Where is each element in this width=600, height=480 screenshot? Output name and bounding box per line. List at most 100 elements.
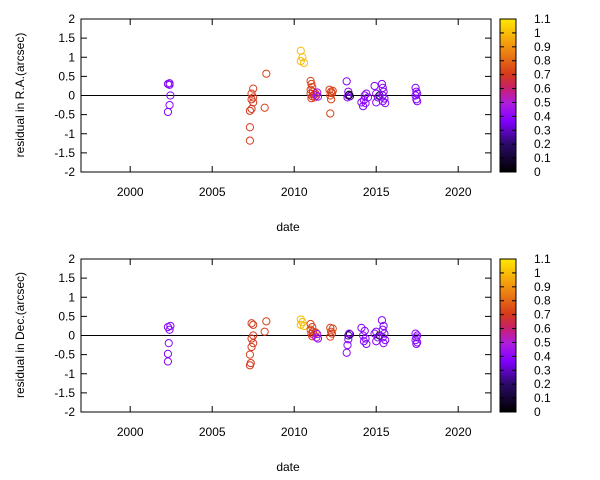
- data-point: [247, 319, 256, 328]
- colorbar-tick-label: 0: [534, 405, 541, 419]
- data-point: [361, 99, 370, 108]
- y-tick-label: 0: [68, 89, 75, 103]
- colorbar-tick-label: 0.8: [534, 294, 551, 308]
- x-tick-label: 2015: [363, 185, 390, 199]
- data-point: [245, 106, 255, 115]
- colorbar-tick-label: 0.4: [534, 109, 551, 123]
- data-point: [343, 340, 352, 350]
- colorbar-tick-label: 0.9: [534, 40, 551, 54]
- data-point: [370, 81, 379, 91]
- data-point: [249, 331, 258, 340]
- y-tick-label: -2: [64, 165, 75, 179]
- colorbar-tick-label: 0.4: [534, 349, 551, 363]
- x-tick-label: 2020: [445, 425, 472, 439]
- data-point: [308, 332, 317, 341]
- y-tick-label: -1: [64, 127, 75, 141]
- data-point: [344, 335, 353, 344]
- data-point: [163, 357, 173, 366]
- colorbar-gradient: [499, 258, 517, 413]
- data-point: [342, 77, 351, 86]
- data-point: [262, 69, 271, 78]
- data-point: [411, 91, 420, 100]
- data-point: [306, 76, 315, 86]
- data-point: [373, 333, 382, 342]
- data-point: [359, 337, 368, 346]
- panel-dec: -2 -1.5 -1 -0.5 0 0.5 1 1.5 2 2000 2005 2010 2015 20…: [13, 252, 551, 474]
- data-point: [249, 320, 258, 329]
- data-point: [411, 329, 420, 338]
- colorbar-tick-label: 1.1: [534, 252, 551, 266]
- colorbar-tick-label: 0.8: [534, 54, 551, 68]
- y-tick-label: 1: [68, 290, 75, 304]
- x-tick-label: 2010: [281, 425, 308, 439]
- data-point: [246, 358, 255, 368]
- y-tick-label: 1: [68, 50, 75, 64]
- data-point: [412, 339, 421, 349]
- data-point: [307, 79, 316, 89]
- data-point: [326, 109, 335, 118]
- x-tick-label: 2000: [117, 185, 144, 199]
- data-point: [262, 317, 271, 326]
- y-tick-label: -1: [64, 367, 75, 381]
- colorbar: 00.10.20.30.40.50.60.70.80.911.1: [499, 252, 551, 419]
- data-point: [313, 334, 323, 343]
- data-point: [413, 338, 422, 347]
- colorbar-tick-label: 0.5: [534, 95, 551, 109]
- y-tick-label: 1.5: [58, 31, 75, 45]
- data-point: [247, 95, 256, 104]
- data-point: [363, 93, 373, 102]
- colorbar-tick-label: 0.2: [534, 377, 551, 391]
- colorbar-tick-label: 0.7: [534, 68, 551, 82]
- colorbar-tick-label: 0.1: [534, 391, 551, 405]
- y-tick-label: -1.5: [54, 146, 75, 160]
- y-tick-label: -0.5: [54, 108, 75, 122]
- data-point: [163, 107, 173, 117]
- data-point: [379, 321, 388, 331]
- y-tick-label: 2: [68, 12, 75, 26]
- data-point: [345, 90, 354, 99]
- y-tick-label: 0: [68, 329, 75, 343]
- x-tick-label: 2010: [281, 185, 308, 199]
- x-axis-label: date: [276, 460, 300, 474]
- y-tick-label: -2: [64, 405, 75, 419]
- data-point: [312, 91, 321, 100]
- colorbar-tick-label: 0.9: [534, 280, 551, 294]
- data-point: [164, 339, 173, 348]
- data-point: [166, 321, 175, 331]
- x-tick-label: 2015: [363, 425, 390, 439]
- y-tick-label: -1.5: [54, 386, 75, 400]
- data-point: [313, 329, 322, 339]
- data-point: [165, 80, 174, 89]
- data-point: [299, 58, 309, 68]
- data-point: [377, 79, 387, 89]
- data-point: [377, 316, 387, 325]
- colorbar-tick-label: 1: [534, 266, 541, 280]
- y-axis-label: residual in R.A.(arcsec): [13, 33, 27, 158]
- colorbar-gradient: [499, 18, 517, 173]
- data-point: [379, 339, 388, 348]
- data-point: [166, 91, 175, 100]
- data-point: [360, 326, 369, 336]
- x-tick-label: 2005: [199, 425, 226, 439]
- data-point: [362, 339, 371, 349]
- data-point: [327, 89, 337, 98]
- data-point: [245, 136, 255, 145]
- colorbar-tick-label: 0.3: [534, 363, 551, 377]
- colorbar-tick-label: 0: [534, 165, 541, 179]
- x-tick-label: 2000: [117, 425, 144, 439]
- x-axis-label: date: [276, 220, 300, 234]
- data-point: [372, 98, 381, 107]
- data-point: [245, 123, 255, 132]
- data-point: [313, 88, 322, 97]
- data-point: [378, 97, 387, 106]
- data-points: [163, 46, 422, 145]
- data-point: [413, 97, 422, 106]
- data-point: [380, 329, 389, 338]
- data-point: [327, 95, 336, 104]
- data-point: [378, 333, 387, 342]
- data-point: [298, 53, 307, 62]
- y-tick-label: 0.5: [58, 69, 75, 83]
- data-point: [247, 342, 256, 352]
- data-point: [163, 349, 173, 358]
